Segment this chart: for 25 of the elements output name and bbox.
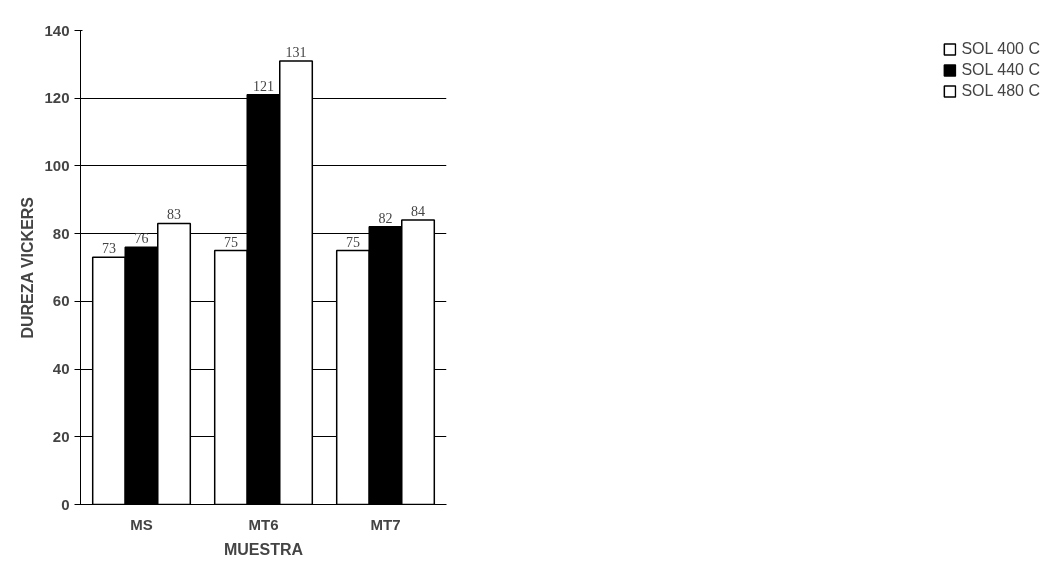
y-tick-label: 60 (52, 292, 70, 310)
legend-label: SOL 400 C (961, 40, 1040, 58)
data-label: 73 (101, 241, 116, 257)
data-label: 83 (167, 207, 182, 223)
x-tick-label: MS (130, 515, 153, 533)
legend-label: SOL 480 C (961, 82, 1040, 100)
y-axis-title: DUREZA VICKERS (19, 196, 37, 339)
y-tick-label: 20 (52, 427, 70, 445)
data-label: 75 (223, 234, 238, 250)
data-label: 121 (253, 78, 274, 94)
x-tick-label: MT7 (370, 515, 401, 533)
y-tick-label: 120 (44, 89, 70, 107)
y-tick-label: 100 (44, 156, 70, 174)
data-label: 131 (285, 44, 307, 60)
y-tick-label: 140 (44, 21, 70, 39)
data-label: 84 (411, 204, 426, 220)
data-label: 76 (134, 231, 149, 247)
data-label: 75 (345, 234, 360, 250)
y-tick-label: 80 (52, 224, 70, 242)
data-label: 82 (378, 210, 393, 226)
x-tick-label: MT6 (248, 515, 279, 533)
y-tick-label: 0 (61, 495, 70, 513)
legend-label: SOL 440 C (961, 61, 1040, 79)
y-tick-label: 40 (52, 360, 70, 378)
x-axis-title: MUESTRA (223, 540, 304, 558)
